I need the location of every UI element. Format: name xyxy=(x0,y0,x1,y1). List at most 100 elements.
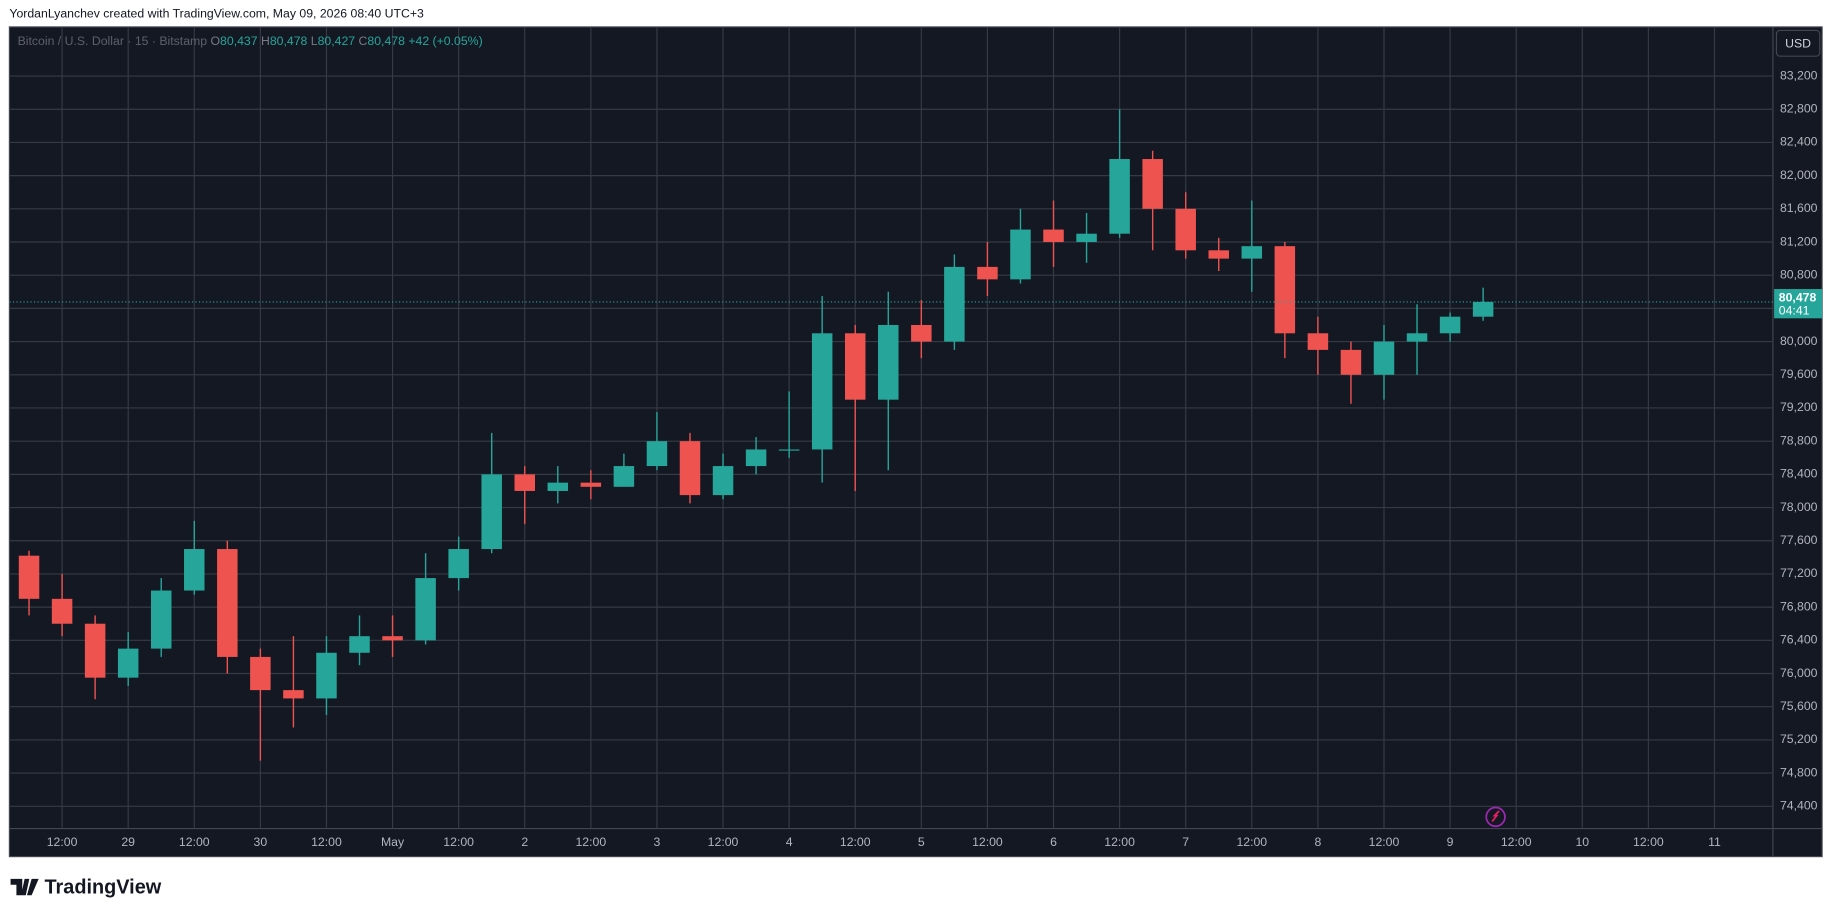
candle-body xyxy=(1010,229,1031,280)
candle-body xyxy=(944,266,965,342)
logo-mark xyxy=(10,878,39,896)
x-tick-label: 12:00 xyxy=(708,835,739,849)
o-key: O xyxy=(211,34,221,48)
candle-body xyxy=(613,466,635,487)
candle-body xyxy=(580,482,602,487)
y-tick-label: 82,800 xyxy=(1780,101,1818,115)
l-key: L xyxy=(311,34,318,48)
attribution: YordanLyanchev created with TradingView.… xyxy=(9,6,424,20)
candle-body xyxy=(878,324,899,400)
x-tick-label: 7 xyxy=(1182,835,1189,849)
currency-button-frame[interactable] xyxy=(1775,29,1821,57)
x-tick-label: 12:00 xyxy=(1369,835,1400,849)
candle-body xyxy=(778,449,800,451)
candle-body xyxy=(1439,316,1461,334)
x-tick-label: 2 xyxy=(521,835,528,849)
y-tick-label: 81,600 xyxy=(1780,201,1818,215)
x-tick-label: 4 xyxy=(786,835,793,849)
candle-body xyxy=(250,656,271,691)
x-tick-label: 12:00 xyxy=(840,835,871,849)
candle-body xyxy=(316,652,337,699)
symbol: Bitcoin / U.S. Dollar · 15 · Bitstamp xyxy=(18,34,208,48)
open-value: 80,437 xyxy=(220,34,258,48)
candle-body xyxy=(1208,250,1229,259)
x-tick-label: 12:00 xyxy=(575,835,606,849)
candle-body xyxy=(283,690,304,699)
candle-body xyxy=(1142,159,1163,209)
candle-body xyxy=(977,266,998,280)
candle-body xyxy=(117,648,139,678)
candle-body xyxy=(646,441,668,467)
candle-body xyxy=(1340,349,1362,375)
candles xyxy=(18,109,1494,761)
candle-body xyxy=(844,333,866,400)
y-tick-label: 78,400 xyxy=(1780,467,1818,481)
c-key: C xyxy=(359,34,368,48)
candle-body xyxy=(481,474,502,550)
candle-body xyxy=(18,555,40,599)
candle-body xyxy=(150,590,172,649)
candle-body xyxy=(448,549,469,579)
y-tick-label: 79,200 xyxy=(1780,400,1818,414)
x-tick-label: 30 xyxy=(254,835,268,849)
low-value: 80,427 xyxy=(318,34,356,48)
candle-body xyxy=(679,441,701,496)
x-tick-label: 10 xyxy=(1575,835,1589,849)
candle-body xyxy=(184,549,205,591)
last-price-label: 80,478 xyxy=(1779,291,1817,305)
y-tick-label: 75,600 xyxy=(1780,699,1818,713)
y-tick-label: 76,000 xyxy=(1780,666,1818,680)
x-tick-label: 9 xyxy=(1447,835,1454,849)
x-tick-label: 12:00 xyxy=(179,835,210,849)
grid xyxy=(9,26,1773,829)
branding: TradingView xyxy=(10,876,162,898)
y-tick-label: 82,400 xyxy=(1780,135,1818,149)
legend: Bitcoin / U.S. Dollar · 15 · Bitstamp O8… xyxy=(18,34,483,48)
chart-frame xyxy=(8,26,1823,858)
x-tick-label: 12:00 xyxy=(47,835,78,849)
y-tick-label: 78,000 xyxy=(1780,500,1818,514)
candle-body xyxy=(1175,208,1196,251)
close-value: 80,478 xyxy=(367,34,405,48)
candle-body xyxy=(1076,233,1097,243)
candle-body xyxy=(1043,229,1064,243)
y-tick-label: 74,400 xyxy=(1780,799,1818,813)
candle-body xyxy=(1241,246,1263,259)
x-tick-label: 3 xyxy=(654,835,661,849)
symbol-name: Bitcoin / U.S. Dollar · 15 · Bitstamp O8… xyxy=(18,34,483,48)
y-tick-label: 80,000 xyxy=(1780,334,1818,348)
candle-body xyxy=(811,333,833,450)
y-tick-label: 77,600 xyxy=(1780,533,1818,547)
x-tick-label: 6 xyxy=(1050,835,1057,849)
y-tick-label: 75,200 xyxy=(1780,732,1818,746)
x-tick-label: 12:00 xyxy=(1633,835,1664,849)
x-tick-label: 12:00 xyxy=(972,835,1003,849)
y-tick-label: 78,800 xyxy=(1780,433,1818,447)
assistant-icon-bolt[interactable] xyxy=(1491,810,1500,823)
candle-body xyxy=(745,449,767,467)
x-tick-label: 11 xyxy=(1708,835,1721,849)
candle-body xyxy=(84,623,106,678)
x-tick-label: 12:00 xyxy=(1104,835,1135,849)
candle-body xyxy=(51,598,73,624)
h-key: H xyxy=(261,34,270,48)
y-tick-label: 80,800 xyxy=(1780,267,1818,281)
y-tick-label: 82,000 xyxy=(1780,168,1818,182)
candle-body xyxy=(547,482,569,491)
assistant-icon-ring[interactable] xyxy=(1485,806,1506,828)
candle-body xyxy=(349,636,370,653)
currency-label[interactable]: USD xyxy=(1785,37,1811,51)
candle-body xyxy=(712,466,734,496)
candle-body xyxy=(1109,159,1130,234)
x-tick-label: 29 xyxy=(121,835,135,849)
countdown-label: 04:41 xyxy=(1779,304,1810,318)
currency-button[interactable]: USD xyxy=(1775,29,1821,57)
assistant-icon[interactable] xyxy=(1485,806,1506,828)
x-tick-label: 5 xyxy=(918,835,925,849)
candle-body xyxy=(1274,246,1296,334)
x-tick-label: May xyxy=(381,835,405,849)
candle-body xyxy=(217,549,238,657)
candle-body xyxy=(911,324,932,342)
